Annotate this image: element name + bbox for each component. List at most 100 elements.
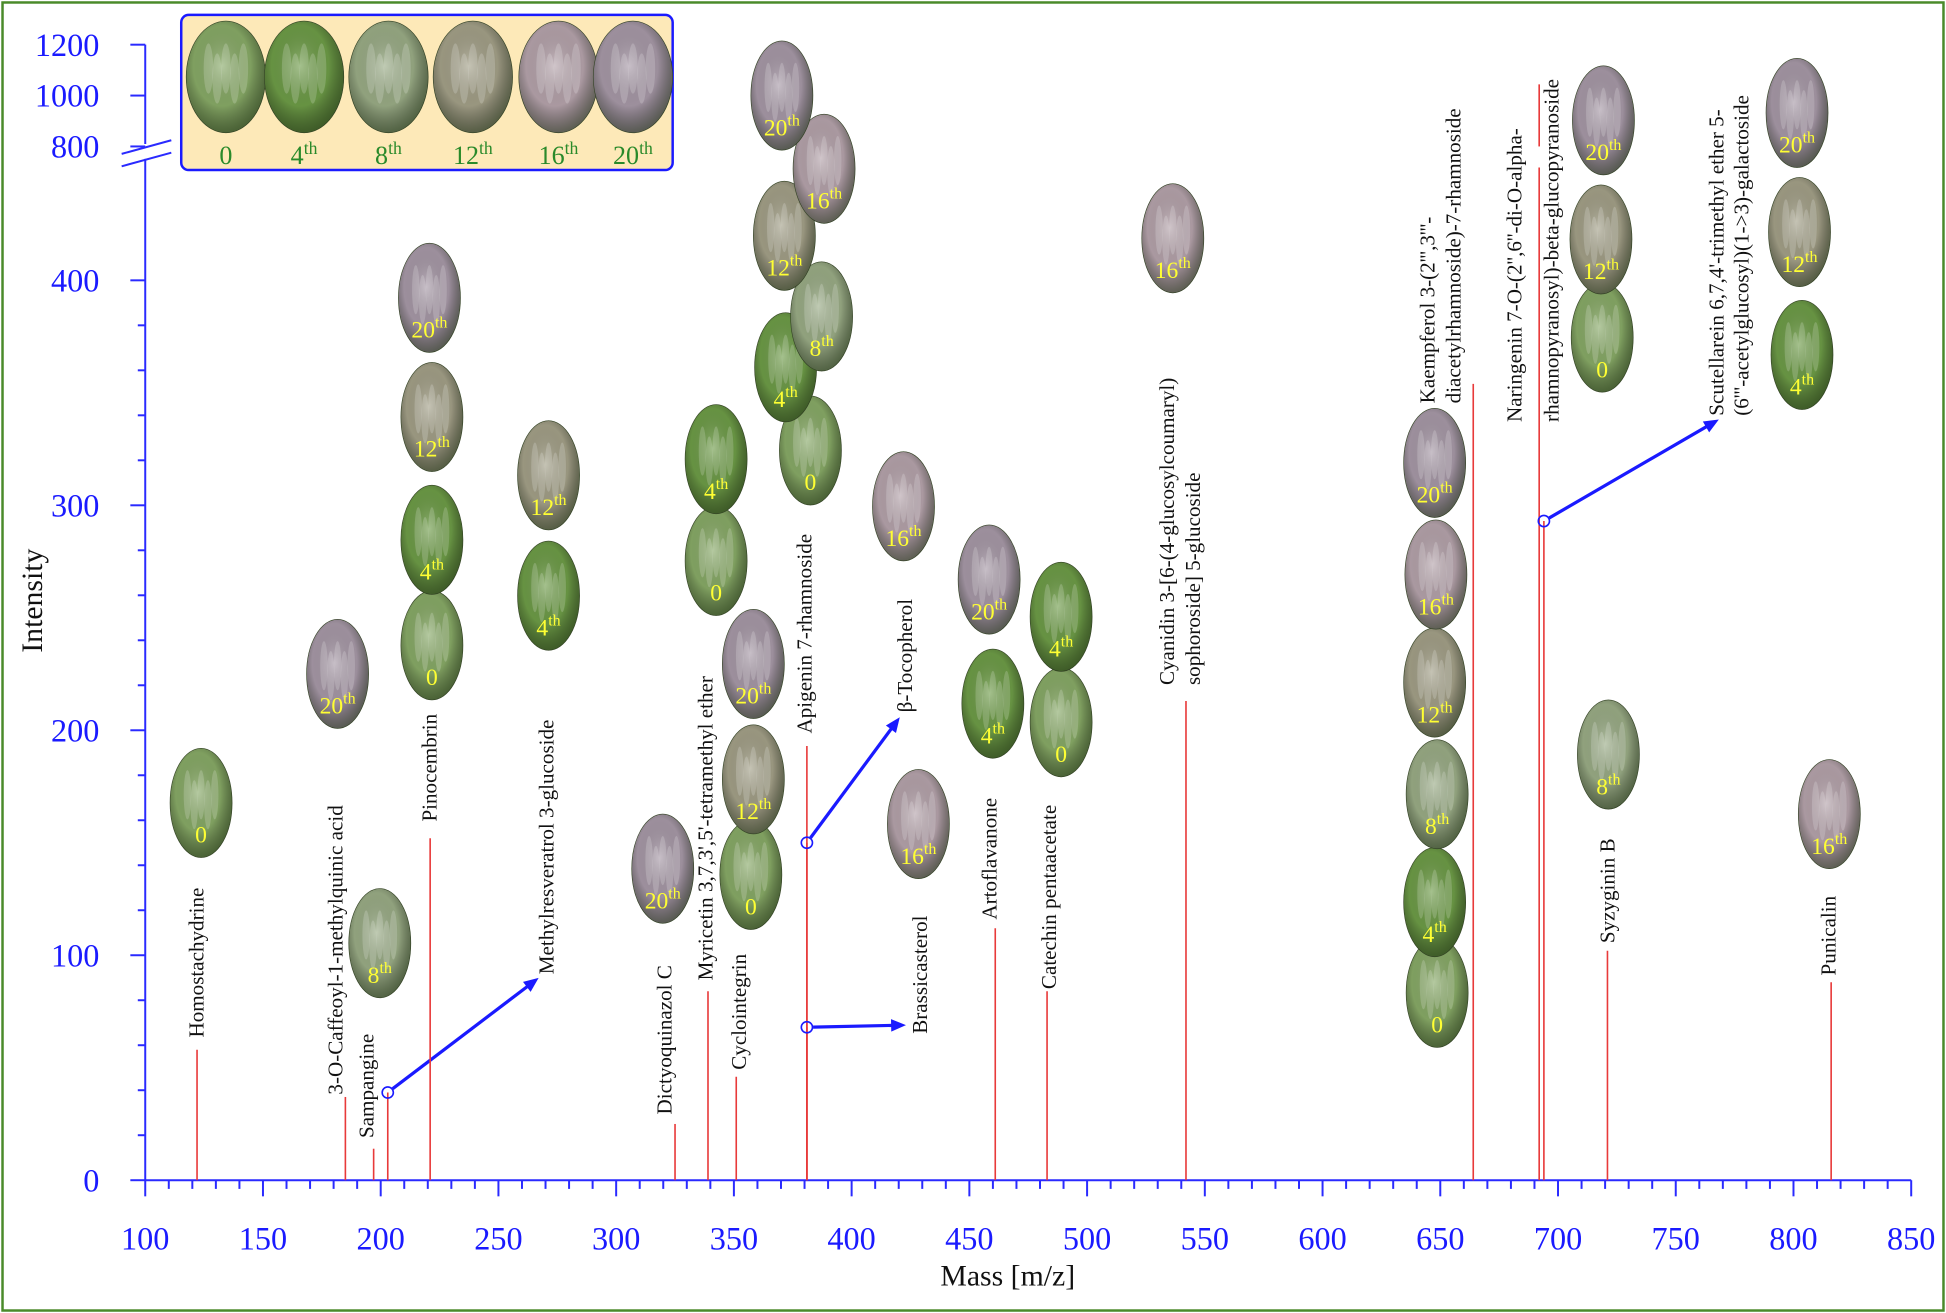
stage-suffix: th (830, 186, 842, 203)
compound-label: Naringenin 7-O-(2'',6''-di-O-alpha- (1502, 128, 1526, 422)
stage-photo-detail (1426, 771, 1435, 821)
stage-label: 20th (735, 681, 771, 710)
stage-number: 8 (368, 963, 380, 989)
stage-number: 12 (453, 141, 479, 170)
stage-photo-detail (763, 631, 771, 681)
stage-photo-detail (1605, 314, 1613, 364)
stage-photo-detail (1832, 791, 1840, 841)
stage-number: 12 (414, 437, 438, 463)
stage-photo-detail (544, 562, 553, 613)
stage-photo-detail (414, 507, 422, 557)
stage-photo-detail (1788, 209, 1797, 259)
stage-photo-detail (421, 517, 429, 567)
x-tick-label: 850 (1887, 1221, 1935, 1257)
stage-number: 4 (773, 387, 785, 413)
stage-photo-detail (806, 417, 815, 467)
stage-photo-shade (593, 21, 673, 133)
stage-photo-shade (518, 21, 599, 133)
stage-number: 8 (375, 141, 388, 170)
stage-number: 20 (971, 599, 995, 625)
stage-photo-detail (362, 910, 370, 960)
stage-label: 4th (1049, 634, 1073, 663)
compound-label: Methylresveratrol 3-glucoside (534, 720, 558, 975)
stage-photo-shade (400, 590, 463, 700)
stage-number: 20 (1417, 483, 1441, 509)
stage-photo-detail (1417, 869, 1425, 919)
stage-number: 0 (1431, 1013, 1443, 1039)
stage-photo-detail (414, 612, 422, 662)
callout-arrowhead (1702, 419, 1719, 433)
stage-photo-detail (1162, 215, 1170, 265)
stage-photo-detail (1809, 199, 1817, 249)
stage-suffix: th (479, 138, 493, 158)
stage-number: 20 (735, 684, 759, 710)
callout-arrow (1548, 424, 1709, 520)
stage-suffix: th (759, 796, 771, 813)
stage-label: 16th (1155, 255, 1191, 284)
compound-label: Kaempferol 3-(2''',3'''- (1416, 217, 1440, 404)
x-tick-label: 300 (592, 1221, 640, 1257)
stage-photo-detail (834, 136, 842, 186)
stage-label: 4th (420, 557, 444, 586)
stage-suffix: th (716, 476, 728, 493)
stage-number: 4 (1790, 375, 1802, 401)
stage-photo-detail (652, 845, 660, 896)
stage-photo-detail (1604, 721, 1613, 771)
stage-photo-detail (1584, 304, 1593, 354)
x-tick-label: 650 (1416, 1221, 1464, 1257)
stage-photo-detail (921, 801, 929, 851)
compound-label: sophoroside] 5-glucoside (1181, 473, 1205, 686)
stage-photo-detail (316, 43, 327, 94)
stage-label: 4th (1423, 919, 1447, 948)
callout-arrowhead (890, 1019, 906, 1032)
stage-label: 12th (414, 434, 450, 463)
stage-photo-shade (517, 420, 580, 530)
stage-photo-detail (1430, 430, 1439, 480)
stage-suffix: th (343, 691, 355, 708)
stage-number: 4 (1049, 637, 1061, 663)
stage-number: 0 (710, 581, 722, 607)
stage-suffix: th (1607, 256, 1619, 273)
stage-photo-shade (1768, 177, 1831, 287)
compound-label: Myricetin 3,7,3',5'-tetramethyl ether (693, 676, 717, 980)
stage-photo-detail (1071, 584, 1079, 634)
stage-photo-detail (645, 43, 656, 94)
stage-suffix: th (993, 720, 1005, 737)
stage-photo-shade (433, 21, 513, 133)
stage-number: 8 (809, 336, 821, 362)
stage-suffix: th (432, 557, 444, 574)
stage-photo-detail (712, 528, 720, 578)
stage-photo-detail (1002, 670, 1011, 721)
stage-photo-detail (418, 275, 427, 325)
stage-label: 0 (745, 895, 757, 921)
callout-marker (1537, 514, 1551, 528)
stage-suffix: th (304, 138, 318, 158)
stage-photo-detail (914, 791, 923, 841)
x-tick-label: 500 (1063, 1221, 1111, 1257)
stage-photo-detail (1424, 440, 1432, 490)
stage-label: 0 (710, 581, 722, 607)
stage-photo-detail (742, 641, 751, 691)
stage-photo-detail (376, 910, 384, 960)
stage-number: 16 (1418, 594, 1442, 620)
stage-photo-detail (538, 452, 546, 502)
compound-label: Catechin pentaacetate (1037, 805, 1061, 989)
stage-number: 16 (900, 844, 924, 870)
stage-photo-detail (773, 212, 782, 263)
stage-photo-detail (1611, 731, 1619, 781)
stage-photo-detail (425, 265, 434, 315)
stage-photo-detail (183, 770, 192, 820)
compound-label: Artoflavanone (977, 798, 1001, 920)
stage-suffix: th (388, 138, 402, 158)
stage-photo-detail (1043, 584, 1052, 634)
stage-photo-detail (414, 384, 422, 434)
stage-photo-detail (1437, 659, 1446, 709)
stage-photo-detail (428, 507, 436, 557)
stage-photo-detail (1805, 332, 1813, 382)
stage-photo-detail (1043, 689, 1052, 739)
stage-photo-detail (726, 426, 734, 476)
stage-photo-detail (428, 384, 436, 434)
stage-photo-detail (1806, 80, 1815, 130)
stage-suffix: th (1609, 137, 1621, 154)
stage-label: 0 (195, 823, 207, 849)
